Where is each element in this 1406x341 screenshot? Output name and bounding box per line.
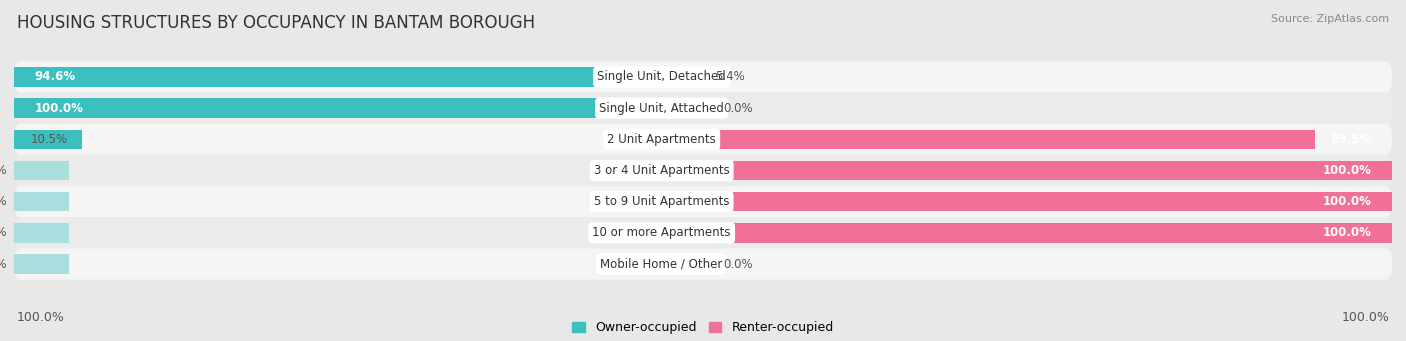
Text: 10 or more Apartments: 10 or more Apartments: [592, 226, 731, 239]
Text: 100.0%: 100.0%: [1323, 226, 1371, 239]
Text: 100.0%: 100.0%: [1323, 195, 1371, 208]
FancyBboxPatch shape: [14, 92, 1392, 124]
Text: 0.0%: 0.0%: [724, 257, 754, 270]
Text: 89.5%: 89.5%: [1330, 133, 1371, 146]
Text: 94.6%: 94.6%: [35, 71, 76, 84]
Text: 2 Unit Apartments: 2 Unit Apartments: [607, 133, 716, 146]
Text: Source: ZipAtlas.com: Source: ZipAtlas.com: [1271, 14, 1389, 24]
Bar: [14, 254, 69, 274]
Text: 0.0%: 0.0%: [0, 226, 7, 239]
FancyBboxPatch shape: [14, 186, 1392, 217]
Bar: [14, 67, 627, 87]
FancyBboxPatch shape: [14, 217, 1392, 249]
Text: 5 to 9 Unit Apartments: 5 to 9 Unit Apartments: [593, 195, 730, 208]
Text: 0.0%: 0.0%: [0, 164, 7, 177]
FancyBboxPatch shape: [14, 61, 1392, 92]
Text: 100.0%: 100.0%: [1341, 311, 1389, 324]
Bar: [662, 67, 702, 87]
Text: 3 or 4 Unit Apartments: 3 or 4 Unit Apartments: [593, 164, 730, 177]
Bar: [14, 192, 69, 211]
Bar: [14, 223, 69, 242]
Text: 0.0%: 0.0%: [724, 102, 754, 115]
Text: Single Unit, Attached: Single Unit, Attached: [599, 102, 724, 115]
Bar: [662, 161, 1392, 180]
Bar: [14, 99, 662, 118]
Text: 10.5%: 10.5%: [31, 133, 69, 146]
Text: 100.0%: 100.0%: [1323, 164, 1371, 177]
Text: Single Unit, Detached: Single Unit, Detached: [598, 71, 725, 84]
Legend: Owner-occupied, Renter-occupied: Owner-occupied, Renter-occupied: [572, 322, 834, 335]
FancyBboxPatch shape: [14, 124, 1392, 155]
FancyBboxPatch shape: [14, 155, 1392, 186]
Bar: [14, 130, 82, 149]
Bar: [14, 161, 69, 180]
Bar: [662, 254, 717, 274]
Bar: [662, 192, 1392, 211]
Bar: [662, 223, 1392, 242]
Text: 5.4%: 5.4%: [714, 71, 745, 84]
Text: 100.0%: 100.0%: [35, 102, 83, 115]
Text: HOUSING STRUCTURES BY OCCUPANCY IN BANTAM BOROUGH: HOUSING STRUCTURES BY OCCUPANCY IN BANTA…: [17, 14, 536, 32]
FancyBboxPatch shape: [14, 249, 1392, 280]
Text: 0.0%: 0.0%: [0, 257, 7, 270]
Bar: [662, 130, 1315, 149]
Text: 0.0%: 0.0%: [0, 195, 7, 208]
Text: Mobile Home / Other: Mobile Home / Other: [600, 257, 723, 270]
Text: 100.0%: 100.0%: [17, 311, 65, 324]
Bar: [662, 99, 717, 118]
